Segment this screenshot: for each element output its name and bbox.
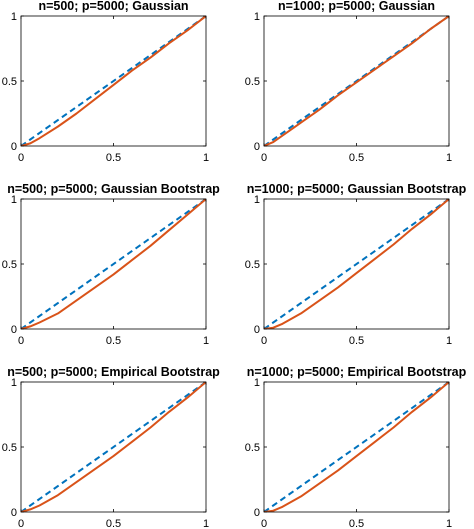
x-tick-label: 0.5 [349, 335, 364, 347]
panel-title: n=500; p=5000; Empirical Bootstrap [7, 365, 220, 379]
y-tick-label: 1 [254, 377, 260, 389]
reference-diagonal-line [264, 199, 449, 329]
x-tick-label: 0.5 [106, 152, 121, 164]
x-tick-label: 0 [18, 518, 24, 529]
x-tick-label: 1 [203, 152, 209, 164]
x-tick-label: 0 [18, 335, 24, 347]
y-tick-label: 1 [11, 194, 17, 206]
empirical-curve-line [21, 16, 206, 146]
x-tick-label: 0.5 [349, 518, 364, 529]
empirical-curve-line [264, 16, 449, 146]
panel-title: n=1000; p=5000; Gaussian Bootstrap [247, 182, 467, 196]
panel-title: n=500; p=5000; Gaussian Bootstrap [7, 182, 220, 196]
panel-title: n=500; p=5000; Gaussian [38, 0, 188, 13]
panel-empirical-bootstrap-n500: n=500; p=5000; Empirical Bootstrap 0 0.5 1 0… [2, 365, 220, 529]
x-tick-label: 0.5 [106, 335, 121, 347]
y-tick-label: 0.5 [2, 76, 17, 88]
reference-diagonal-line [21, 16, 206, 146]
y-tick-label: 0.5 [245, 442, 260, 454]
panel-gaussian-bootstrap-n1000: n=1000; p=5000; Gaussian Bootstrap 0 0.5 1 0… [245, 182, 467, 347]
empirical-curve-line [264, 382, 449, 512]
y-tick-label: 0 [11, 141, 17, 153]
empirical-curve-line [264, 199, 449, 329]
y-tick-label: 0 [254, 141, 260, 153]
reference-diagonal-line [21, 199, 206, 329]
x-tick-label: 1 [446, 518, 452, 529]
x-tick-label: 0 [261, 518, 267, 529]
y-tick-label: 1 [11, 377, 17, 389]
y-tick-label: 0 [11, 324, 17, 336]
y-tick-label: 0.5 [245, 76, 260, 88]
x-tick-label: 0 [18, 152, 24, 164]
y-tick-label: 0 [254, 507, 260, 519]
y-tick-label: 1 [254, 194, 260, 206]
panel-gaussian-n500: n=500; p=5000; Gaussian 0 0.5 1 0 0.5 1 [2, 0, 209, 164]
x-tick-label: 1 [203, 518, 209, 529]
x-tick-label: 0.5 [349, 152, 364, 164]
x-tick-label: 1 [446, 335, 452, 347]
y-tick-label: 0.5 [245, 259, 260, 271]
panel-gaussian-bootstrap-n500: n=500; p=5000; Gaussian Bootstrap 0 0.5 1 0 0… [2, 182, 220, 347]
y-tick-label: 1 [254, 11, 260, 23]
y-tick-label: 0 [254, 324, 260, 336]
x-tick-label: 0 [261, 152, 267, 164]
x-tick-label: 1 [446, 152, 452, 164]
y-tick-label: 0 [11, 507, 17, 519]
empirical-curve-line [21, 382, 206, 512]
reference-diagonal-line [264, 16, 449, 146]
panel-title: n=1000; p=5000; Empirical Bootstrap [247, 365, 467, 379]
x-tick-label: 0.5 [106, 518, 121, 529]
x-tick-label: 1 [203, 335, 209, 347]
panel-empirical-bootstrap-n1000: n=1000; p=5000; Empirical Bootstrap 0 0.5 1… [245, 365, 467, 529]
panel-gaussian-n1000: n=1000; p=5000; Gaussian 0 0.5 1 0 0.5 1 [245, 0, 452, 164]
panel-title: n=1000; p=5000; Gaussian [278, 0, 435, 13]
y-tick-label: 1 [11, 11, 17, 23]
y-tick-label: 0.5 [2, 442, 17, 454]
empirical-curve-line [21, 199, 206, 329]
reference-diagonal-line [21, 382, 206, 512]
y-tick-label: 0.5 [2, 259, 17, 271]
x-tick-label: 0 [261, 335, 267, 347]
reference-diagonal-line [264, 382, 449, 512]
